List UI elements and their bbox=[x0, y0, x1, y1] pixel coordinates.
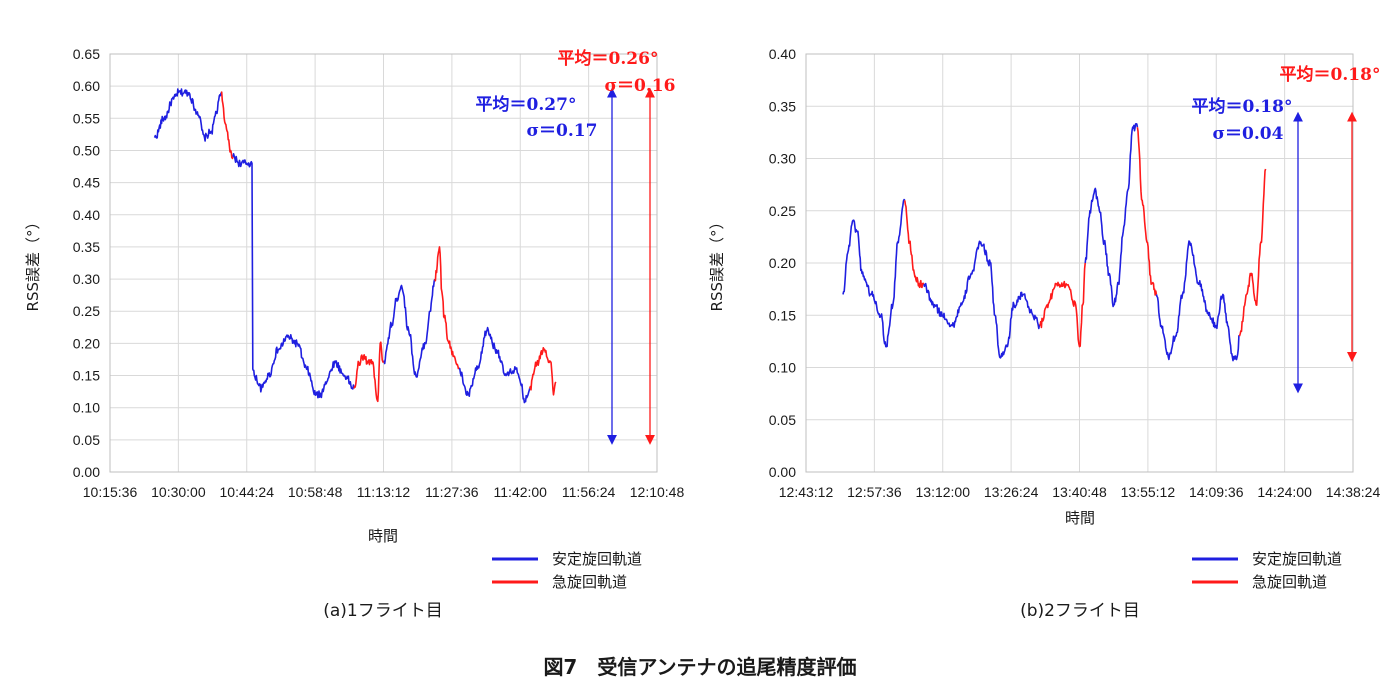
stable-series-line-3 bbox=[1155, 240, 1240, 362]
figure-caption: 図7 受信アンテナの追尾精度評価 bbox=[543, 655, 856, 679]
chart-a-y-axis-label: RSS誤差（°） bbox=[24, 215, 42, 312]
y-tick-label: 0.40 bbox=[769, 46, 796, 62]
y-tick-label: 0.25 bbox=[769, 203, 796, 219]
y-tick-label: 0.15 bbox=[73, 368, 100, 384]
x-tick-label: 10:44:24 bbox=[220, 484, 275, 500]
chart-b-y-tick-labels: 0.00 0.05 0.10 0.15 0.20 0.25 0.30 0.35 0.40 bbox=[769, 46, 796, 480]
chart-a-red-mean: 平均＝0.26° bbox=[558, 48, 659, 69]
sharp-series-line-0 bbox=[904, 200, 925, 289]
chart-a-blue-mean: 平均＝0.27° bbox=[476, 94, 577, 115]
chart-a-legend: 安定旋回軌道 急旋回軌道 bbox=[492, 550, 642, 591]
chart-b-subtitle: (b)2フライト目 bbox=[1020, 601, 1140, 621]
chart-a-x-tick-labels: 10:15:36 10:30:00 10:44:24 10:58:48 11:13:12… bbox=[83, 484, 685, 500]
x-tick-label: 12:10:48 bbox=[630, 484, 685, 500]
x-tick-label: 13:40:48 bbox=[1052, 484, 1107, 500]
chart-b-x-axis-label: 時間 bbox=[1065, 509, 1095, 527]
y-tick-label: 0.30 bbox=[769, 151, 796, 167]
x-tick-label: 13:12:00 bbox=[916, 484, 971, 500]
chart-b-legend: 安定旋回軌道 急旋回軌道 bbox=[1192, 550, 1342, 591]
x-tick-label: 14:24:00 bbox=[1257, 484, 1312, 500]
x-tick-label: 11:56:24 bbox=[562, 484, 616, 500]
y-tick-label: 0.45 bbox=[73, 175, 100, 191]
sharp-series-line-0 bbox=[220, 91, 234, 160]
y-tick-label: 0.00 bbox=[769, 464, 796, 480]
x-tick-label: 12:43:12 bbox=[779, 484, 834, 500]
x-tick-label: 12:57:36 bbox=[847, 484, 902, 500]
chart-b-legend-stable-label: 安定旋回軌道 bbox=[1252, 550, 1342, 568]
y-tick-label: 0.50 bbox=[73, 142, 100, 158]
x-tick-label: 13:55:12 bbox=[1121, 484, 1176, 500]
chart-b-blue-sigma: σ＝0.04 bbox=[1213, 124, 1284, 144]
chart-b-legend-sharp-label: 急旋回軌道 bbox=[1252, 573, 1327, 591]
chart-b-red-mean: 平均＝0.18° bbox=[1280, 64, 1381, 85]
chart-b: 0.00 0.05 0.10 0.15 0.20 0.25 0.30 0.35 0.40 12:… bbox=[708, 46, 1380, 621]
y-tick-label: 0.25 bbox=[73, 303, 100, 319]
chart-a-subtitle: (a)1フライト目 bbox=[323, 601, 443, 621]
x-tick-label: 14:09:36 bbox=[1189, 484, 1244, 500]
stable-series-line-2 bbox=[1084, 123, 1139, 308]
sharp-series-line-1 bbox=[1039, 262, 1086, 348]
sharp-series-line-2 bbox=[434, 246, 460, 370]
y-tick-label: 0.00 bbox=[73, 464, 100, 480]
stable-series-line-0 bbox=[153, 88, 222, 142]
chart-a-red-sigma: σ＝0.16 bbox=[605, 76, 676, 96]
x-tick-label: 10:15:36 bbox=[83, 484, 138, 500]
y-tick-label: 0.05 bbox=[73, 432, 100, 448]
stable-series-line-0 bbox=[842, 198, 906, 348]
x-tick-label: 11:13:12 bbox=[357, 484, 411, 500]
y-tick-label: 0.05 bbox=[769, 412, 796, 428]
y-tick-label: 0.20 bbox=[769, 255, 796, 271]
chart-a-grid bbox=[109, 53, 658, 473]
chart-b-series bbox=[842, 123, 1267, 362]
chart-a-x-axis-label: 時間 bbox=[368, 527, 398, 545]
sharp-series-line-3 bbox=[528, 347, 557, 396]
x-tick-label: 13:26:24 bbox=[984, 484, 1039, 500]
chart-b-blue-mean: 平均＝0.18° bbox=[1192, 96, 1293, 117]
chart-b-arrows bbox=[1293, 111, 1357, 394]
x-tick-label: 14:38:24 bbox=[1326, 484, 1381, 500]
chart-a-y-tick-labels: 0.00 0.05 0.10 0.15 0.20 0.25 0.30 0.35 0.40 0.45… bbox=[73, 46, 100, 480]
chart-a-legend-stable-label: 安定旋回軌道 bbox=[552, 550, 642, 568]
chart-a-arrows bbox=[607, 87, 655, 445]
y-tick-label: 0.30 bbox=[73, 271, 100, 287]
sharp-series-line-2 bbox=[1136, 127, 1158, 296]
chart-a-plot-area bbox=[109, 53, 658, 473]
chart-a-legend-sharp-label: 急旋回軌道 bbox=[552, 573, 627, 591]
stable-series-line-1 bbox=[232, 153, 355, 399]
chart-a: 0.00 0.05 0.10 0.15 0.20 0.25 0.30 0.35 0.40 0.45… bbox=[24, 46, 684, 621]
chart-b-y-axis-label: RSS誤差（°） bbox=[708, 215, 726, 312]
stable-series-line-3 bbox=[457, 326, 531, 404]
y-tick-label: 0.10 bbox=[73, 400, 100, 416]
y-tick-label: 0.40 bbox=[73, 207, 100, 223]
y-tick-label: 0.55 bbox=[73, 110, 100, 126]
sharp-series-line-1 bbox=[353, 341, 385, 403]
stable-series-line-1 bbox=[923, 240, 1041, 359]
x-tick-label: 11:42:00 bbox=[494, 484, 548, 500]
y-tick-label: 0.35 bbox=[769, 98, 796, 114]
chart-a-series bbox=[153, 88, 557, 404]
y-tick-label: 0.15 bbox=[769, 307, 796, 323]
y-tick-label: 0.10 bbox=[769, 360, 796, 376]
y-tick-label: 0.20 bbox=[73, 335, 100, 351]
x-tick-label: 10:30:00 bbox=[151, 484, 206, 500]
chart-b-x-tick-labels: 12:43:12 12:57:36 13:12:00 13:26:24 13:40:48… bbox=[779, 484, 1381, 500]
y-tick-label: 0.65 bbox=[73, 46, 100, 62]
y-tick-label: 0.35 bbox=[73, 239, 100, 255]
x-tick-label: 11:27:36 bbox=[425, 484, 479, 500]
sharp-series-line-3 bbox=[1238, 168, 1267, 337]
chart-a-blue-sigma: σ＝0.17 bbox=[527, 121, 598, 141]
x-tick-label: 10:58:48 bbox=[288, 484, 343, 500]
y-tick-label: 0.60 bbox=[73, 78, 100, 94]
stable-series-line-2 bbox=[382, 278, 436, 378]
